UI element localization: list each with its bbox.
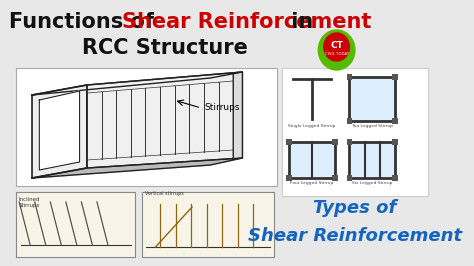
Text: Shear Reinforcement: Shear Reinforcement: [122, 12, 371, 32]
Bar: [17, 192, 136, 257]
Polygon shape: [233, 72, 242, 159]
Text: Two Legged Stirrup: Two Legged Stirrup: [351, 124, 393, 128]
Bar: [286, 175, 292, 181]
Text: in: in: [283, 12, 313, 32]
Bar: [346, 175, 352, 181]
Text: Types of: Types of: [313, 199, 397, 217]
Text: Inclined
Stirrups: Inclined Stirrups: [18, 197, 40, 208]
Bar: [346, 118, 352, 124]
Bar: [349, 142, 395, 178]
Circle shape: [324, 33, 349, 61]
Bar: [286, 139, 292, 145]
Bar: [349, 77, 395, 121]
Text: Functions of: Functions of: [9, 12, 162, 32]
Text: Shear Reinforcement: Shear Reinforcement: [248, 227, 462, 245]
Polygon shape: [39, 91, 80, 170]
Bar: [392, 175, 398, 181]
Text: Stirrups: Stirrups: [204, 103, 239, 113]
Circle shape: [319, 30, 355, 70]
Text: Four Legged Stirrup: Four Legged Stirrup: [290, 181, 334, 185]
Bar: [332, 139, 337, 145]
Polygon shape: [32, 158, 242, 178]
Text: RCC Structure: RCC Structure: [82, 38, 247, 58]
Bar: [282, 68, 428, 196]
Polygon shape: [32, 72, 242, 95]
Text: CIVIL TODAY: CIVIL TODAY: [325, 52, 349, 56]
Text: CT: CT: [330, 40, 343, 49]
Text: Six Legged Stirrup: Six Legged Stirrup: [352, 181, 392, 185]
Bar: [392, 74, 398, 80]
Bar: [289, 142, 335, 178]
Bar: [346, 139, 352, 145]
Bar: [17, 68, 277, 186]
Polygon shape: [87, 72, 242, 168]
Text: Vertical stirrups: Vertical stirrups: [145, 191, 183, 196]
Text: Single Legged Stirrup: Single Legged Stirrup: [288, 124, 336, 128]
Bar: [346, 74, 352, 80]
Polygon shape: [32, 85, 87, 178]
Bar: [392, 118, 398, 124]
Bar: [392, 139, 398, 145]
Bar: [332, 175, 337, 181]
Bar: [142, 192, 274, 257]
